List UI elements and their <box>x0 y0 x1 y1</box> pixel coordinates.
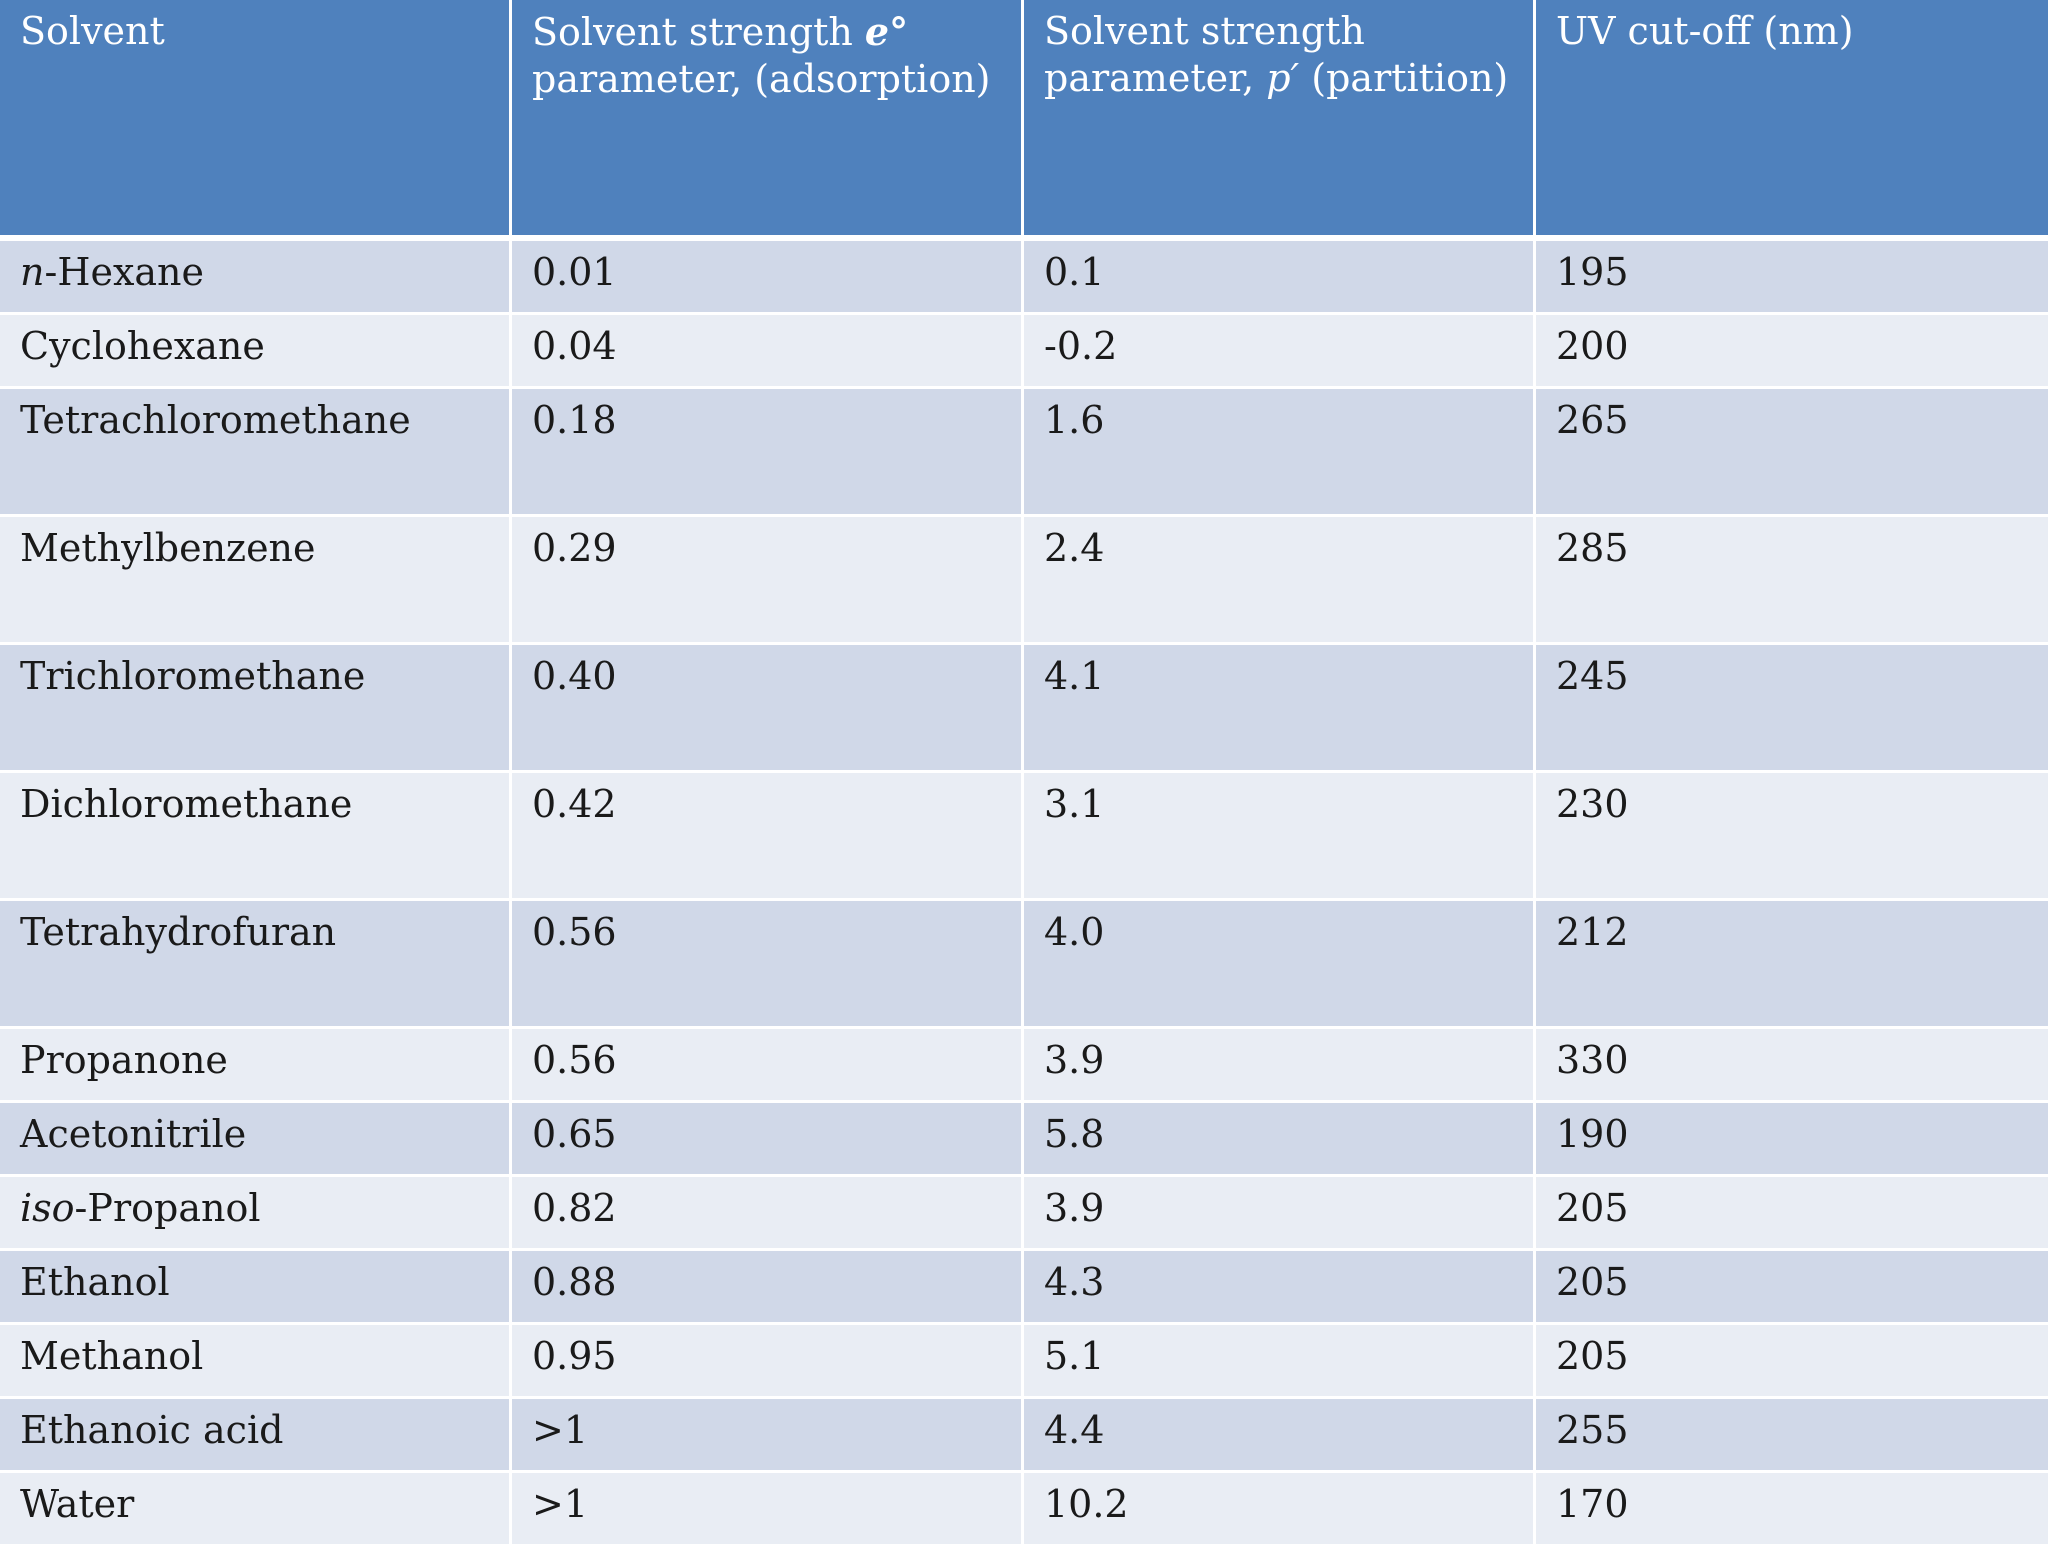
solvent-name-prefix: iso <box>20 1186 75 1230</box>
table-row: n-Hexane 0.01 0.1 195 <box>0 241 2048 315</box>
partition-strength-cell: 2.4 <box>1024 517 1536 645</box>
solvent-name: Tetrachloromethane <box>20 398 411 442</box>
adsorption-strength-cell: 0.56 <box>512 1029 1024 1103</box>
adsorption-strength-cell: 0.42 <box>512 773 1024 901</box>
table-row: Methanol 0.95 5.1 205 <box>0 1325 2048 1399</box>
adsorption-strength-cell: 0.88 <box>512 1251 1024 1325</box>
header-partition-strength: Solvent strength parameter, p′ (partitio… <box>1024 0 1536 241</box>
adsorption-strength-cell: 0.18 <box>512 389 1024 517</box>
table-row: Trichloromethane 0.40 4.1 245 <box>0 645 2048 773</box>
solvent-name: Methanol <box>20 1334 204 1378</box>
header-partition-symbol: p′ <box>1266 56 1300 100</box>
solvent-name-cell: Tetrachloromethane <box>0 389 512 517</box>
partition-strength-cell: 4.3 <box>1024 1251 1536 1325</box>
partition-strength-cell: 5.1 <box>1024 1325 1536 1399</box>
solvent-name: Water <box>20 1482 135 1526</box>
solvent-name: Propanone <box>20 1038 228 1082</box>
partition-strength-cell: 1.6 <box>1024 389 1536 517</box>
uv-cutoff-cell: 255 <box>1536 1399 2048 1473</box>
partition-strength-cell: 5.8 <box>1024 1103 1536 1177</box>
table-row: Tetrachloromethane 0.18 1.6 265 <box>0 389 2048 517</box>
uv-cutoff-cell: 205 <box>1536 1177 2048 1251</box>
solvent-name-cell: Ethanoic acid <box>0 1399 512 1473</box>
table-row: Ethanoic acid >1 4.4 255 <box>0 1399 2048 1473</box>
adsorption-strength-cell: 0.56 <box>512 901 1024 1029</box>
table-row: Propanone 0.56 3.9 330 <box>0 1029 2048 1103</box>
table-body: n-Hexane 0.01 0.1 195 Cyclohexane 0.04 -0.2 200… <box>0 241 2048 1547</box>
header-adsorption-symbol: e° <box>864 9 909 54</box>
table-row: Ethanol 0.88 4.3 205 <box>0 1251 2048 1325</box>
header-partition-suffix: (partition) <box>1299 56 1509 100</box>
solvent-name: -Propanol <box>74 1186 261 1230</box>
header-uv-cutoff: UV cut-off (nm) <box>1536 0 2048 241</box>
solvent-name: Trichloromethane <box>20 654 366 698</box>
header-solvent: Solvent <box>0 0 512 241</box>
adsorption-strength-cell: 0.82 <box>512 1177 1024 1251</box>
adsorption-strength-cell: 0.29 <box>512 517 1024 645</box>
partition-strength-cell: 4.4 <box>1024 1399 1536 1473</box>
solvent-name-prefix: n <box>20 250 45 294</box>
header-row: Solvent Solvent strength e° parameter, (… <box>0 0 2048 241</box>
uv-cutoff-cell: 265 <box>1536 389 2048 517</box>
solvent-name-cell: Dichloromethane <box>0 773 512 901</box>
solvent-name-cell: n-Hexane <box>0 241 512 315</box>
partition-strength-cell: 3.9 <box>1024 1029 1536 1103</box>
uv-cutoff-cell: 230 <box>1536 773 2048 901</box>
partition-strength-cell: 3.9 <box>1024 1177 1536 1251</box>
solvent-name: Ethanoic acid <box>20 1408 284 1452</box>
adsorption-strength-cell: 0.40 <box>512 645 1024 773</box>
uv-cutoff-cell: 245 <box>1536 645 2048 773</box>
adsorption-strength-cell: 0.95 <box>512 1325 1024 1399</box>
adsorption-strength-cell: 0.65 <box>512 1103 1024 1177</box>
header-adsorption-strength: Solvent strength e° parameter, (adsorpti… <box>512 0 1024 241</box>
table-row: Tetrahydrofuran 0.56 4.0 212 <box>0 901 2048 1029</box>
solvent-name-cell: Trichloromethane <box>0 645 512 773</box>
solvent-name-cell: Tetrahydrofuran <box>0 901 512 1029</box>
uv-cutoff-cell: 285 <box>1536 517 2048 645</box>
uv-cutoff-cell: 330 <box>1536 1029 2048 1103</box>
uv-cutoff-cell: 200 <box>1536 315 2048 389</box>
solvent-name-cell: Methanol <box>0 1325 512 1399</box>
solvent-name-cell: Cyclohexane <box>0 315 512 389</box>
table-row: iso-Propanol 0.82 3.9 205 <box>0 1177 2048 1251</box>
header-adsorption-suffix: parameter, (adsorption) <box>532 57 991 101</box>
solvent-name-cell: Acetonitrile <box>0 1103 512 1177</box>
solvent-name: -Hexane <box>44 250 204 294</box>
header-partition-prefix: Solvent strength parameter, <box>1044 9 1365 100</box>
partition-strength-cell: 4.0 <box>1024 901 1536 1029</box>
solvent-name: Methylbenzene <box>20 526 316 570</box>
adsorption-strength-cell: >1 <box>512 1399 1024 1473</box>
uv-cutoff-cell: 212 <box>1536 901 2048 1029</box>
uv-cutoff-cell: 195 <box>1536 241 2048 315</box>
solvent-name-cell: Propanone <box>0 1029 512 1103</box>
solvent-name-cell: iso-Propanol <box>0 1177 512 1251</box>
table-row: Acetonitrile 0.65 5.8 190 <box>0 1103 2048 1177</box>
table-row: Dichloromethane 0.42 3.1 230 <box>0 773 2048 901</box>
header-adsorption-prefix: Solvent strength <box>532 10 865 54</box>
table-row: Methylbenzene 0.29 2.4 285 <box>0 517 2048 645</box>
uv-cutoff-cell: 190 <box>1536 1103 2048 1177</box>
table-row: Cyclohexane 0.04 -0.2 200 <box>0 315 2048 389</box>
solvent-name-cell: Methylbenzene <box>0 517 512 645</box>
partition-strength-cell: 3.1 <box>1024 773 1536 901</box>
solvent-name-cell: Ethanol <box>0 1251 512 1325</box>
solvent-name: Ethanol <box>20 1260 170 1304</box>
uv-cutoff-cell: 205 <box>1536 1251 2048 1325</box>
adsorption-strength-cell: 0.01 <box>512 241 1024 315</box>
solvent-name: Cyclohexane <box>20 324 265 368</box>
uv-cutoff-cell: 205 <box>1536 1325 2048 1399</box>
partition-strength-cell: 4.1 <box>1024 645 1536 773</box>
uv-cutoff-cell: 170 <box>1536 1473 2048 1547</box>
adsorption-strength-cell: 0.04 <box>512 315 1024 389</box>
partition-strength-cell: 0.1 <box>1024 241 1536 315</box>
solvent-name: Dichloromethane <box>20 782 353 826</box>
partition-strength-cell: -0.2 <box>1024 315 1536 389</box>
solvent-name: Acetonitrile <box>20 1112 247 1156</box>
solvent-name: Tetrahydrofuran <box>20 910 337 954</box>
solvent-name-cell: Water <box>0 1473 512 1547</box>
